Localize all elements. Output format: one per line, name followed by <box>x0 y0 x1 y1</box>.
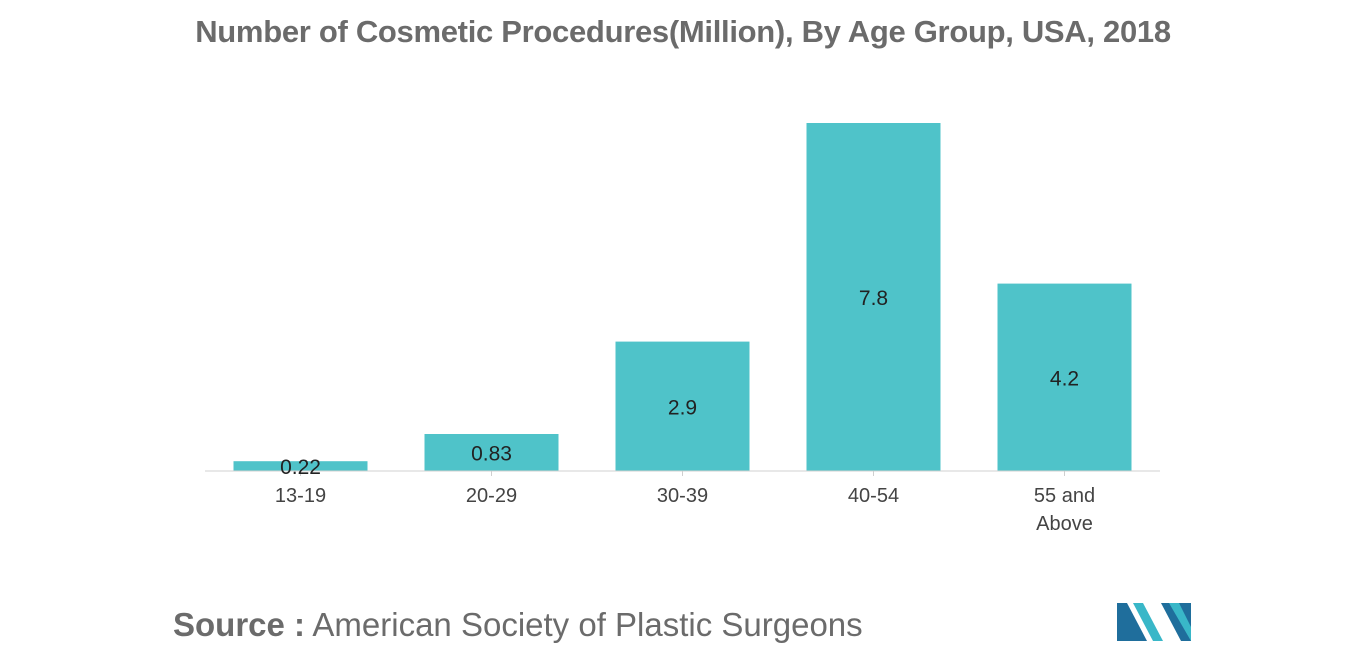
chart-title: Number of Cosmetic Procedures(Million), … <box>195 14 1171 49</box>
bar-value-label: 2.9 <box>668 396 697 419</box>
source-text: American Society of Plastic Surgeons <box>312 606 863 643</box>
bar-value-label: 0.83 <box>471 443 512 466</box>
bar-13-19 <box>233 461 368 471</box>
bar-40-54 <box>806 123 941 471</box>
x-tick-label: 20-29 <box>466 485 517 507</box>
bar-30-39 <box>615 341 750 471</box>
source-label: Source : <box>173 606 306 643</box>
bar-chart: 0.22 0.83 2.9 7.8 4.2 13-19 20-29 30-39 40-54 55… <box>205 123 1160 535</box>
logo-shape-left <box>1117 603 1147 641</box>
ticks-layer <box>300 471 1065 476</box>
logo-shape-mid <box>1133 603 1163 641</box>
bar-55-and-above <box>997 283 1132 471</box>
bar-20-29 <box>424 434 559 471</box>
x-tick-label: 13-19 <box>275 485 326 507</box>
value-labels-layer: 0.22 0.83 2.9 7.8 4.2 <box>280 287 1079 479</box>
x-tick-label: 55 and Above <box>1034 485 1095 535</box>
source-note: Source : American Society of Plastic Sur… <box>173 606 863 644</box>
bar-value-label: 0.22 <box>280 456 321 479</box>
bar-value-label: 4.2 <box>1050 367 1079 390</box>
category-labels-layer: 13-19 20-29 30-39 40-54 55 and Above <box>275 485 1095 535</box>
bars-layer <box>233 123 1132 471</box>
x-tick-label: 40-54 <box>848 485 899 507</box>
x-tick-label: 30-39 <box>657 485 708 507</box>
logo-shape-accent <box>1169 603 1191 641</box>
bar-value-label: 7.8 <box>859 287 888 310</box>
mordor-intelligence-logo-icon <box>1117 603 1191 641</box>
